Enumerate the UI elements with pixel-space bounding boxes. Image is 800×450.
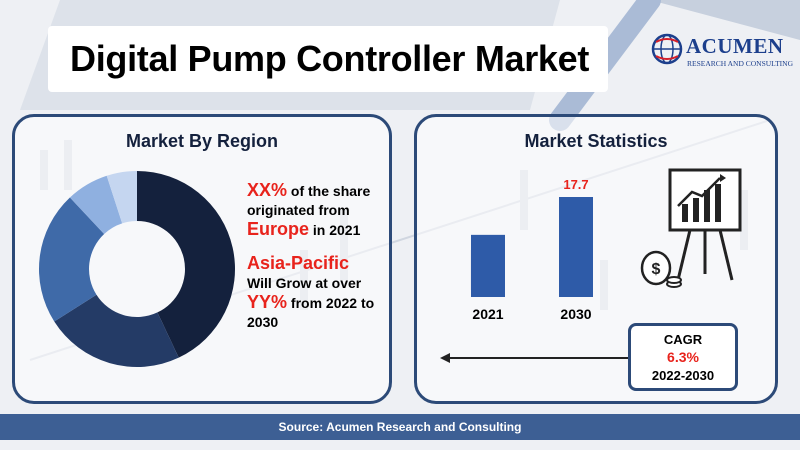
- category-label-2030: 2030: [560, 306, 591, 322]
- logo-text: ACUMEN: [686, 34, 784, 58]
- title-bar: Digital Pump Controller Market: [48, 26, 608, 92]
- share-highlight: XX%: [247, 180, 288, 200]
- bar-2030: [559, 197, 593, 297]
- globe-logo-icon: [651, 33, 683, 65]
- market-statistics-bar-chart: 2021 2030 17.7: [471, 177, 593, 322]
- growth-period-text: from 2022 to 2030: [247, 295, 375, 330]
- growth-text: Will Grow at over: [247, 275, 362, 291]
- asia-pacific-highlight: Asia-Pacific: [247, 253, 350, 273]
- svg-text:$: $: [652, 261, 661, 278]
- donut-slice-5: [106, 171, 137, 224]
- market-by-region-panel: Market By Region XX% of the share origin…: [12, 114, 392, 404]
- value-label-2030: 17.7: [563, 177, 588, 192]
- cagr-label: CAGR: [663, 332, 703, 347]
- europe-highlight: Europe: [247, 219, 310, 239]
- donut-slice-3: [39, 197, 105, 322]
- donut-slice-1: [137, 171, 235, 358]
- europe-text: in 2021: [309, 222, 361, 238]
- chart-easel-illustration-icon: $: [640, 168, 742, 288]
- category-label-2021: 2021: [472, 306, 503, 322]
- donut-slice-2: [54, 294, 179, 367]
- cagr-period: 2022-2030: [651, 368, 715, 383]
- arrow-left-icon: [440, 353, 628, 363]
- source-footer: Source: Acumen Research and Consulting: [0, 414, 800, 440]
- share-statement: XX% of the share originated from: [247, 181, 395, 220]
- stats-panel-title: Market Statistics: [524, 131, 668, 151]
- europe-statement: Europe in 2021: [247, 220, 395, 240]
- region-description: XX% of the share originated from Europe …: [247, 181, 395, 332]
- acumen-logo: ACUMEN RESEARCH AND CONSULTING: [650, 32, 793, 78]
- cagr-value: 6.3%: [667, 349, 699, 365]
- cagr-box: CAGR 6.3% 2022-2030: [628, 323, 738, 391]
- logo-subtitle: RESEARCH AND CONSULTING: [687, 59, 793, 68]
- donut-slice-4: [69, 175, 123, 235]
- region-donut-chart: [39, 171, 235, 367]
- growth-statement: YY% from 2022 to 2030: [247, 293, 395, 332]
- page-title: Digital Pump Controller Market: [70, 38, 590, 79]
- asia-pacific-label: Asia-Pacific: [247, 254, 395, 274]
- bar-2021: [471, 234, 505, 297]
- share-text: of the share originated from: [247, 183, 371, 218]
- growth-highlight: YY%: [247, 292, 288, 312]
- region-panel-title: Market By Region: [125, 131, 279, 151]
